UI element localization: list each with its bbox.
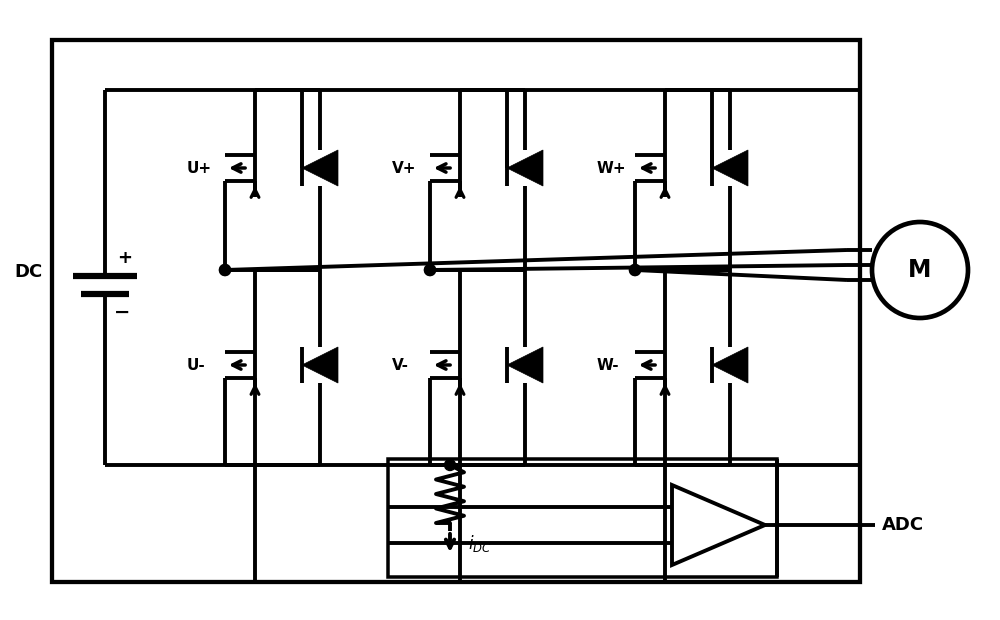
- Circle shape: [424, 265, 436, 275]
- Text: $i_{DC}$: $i_{DC}$: [468, 533, 492, 554]
- Text: U-: U-: [187, 358, 206, 373]
- Circle shape: [424, 265, 436, 275]
- Text: +: +: [118, 249, 132, 267]
- Polygon shape: [507, 347, 543, 383]
- Circle shape: [444, 459, 456, 471]
- Text: M: M: [908, 258, 932, 282]
- Circle shape: [220, 265, 230, 275]
- Polygon shape: [712, 150, 748, 186]
- Circle shape: [630, 265, 640, 275]
- Text: V+: V+: [392, 161, 416, 175]
- Polygon shape: [302, 347, 338, 383]
- Bar: [52, 40, 860, 582]
- Bar: [388, 459, 777, 577]
- Text: ADC: ADC: [882, 516, 924, 534]
- Text: W+: W+: [597, 161, 627, 175]
- Circle shape: [220, 265, 230, 275]
- Text: W-: W-: [597, 358, 620, 373]
- Text: DC: DC: [14, 263, 42, 281]
- Text: −: −: [114, 303, 130, 322]
- Polygon shape: [302, 150, 338, 186]
- Text: U+: U+: [187, 161, 212, 175]
- Polygon shape: [712, 347, 748, 383]
- Text: V-: V-: [392, 358, 409, 373]
- Circle shape: [630, 265, 640, 275]
- Polygon shape: [507, 150, 543, 186]
